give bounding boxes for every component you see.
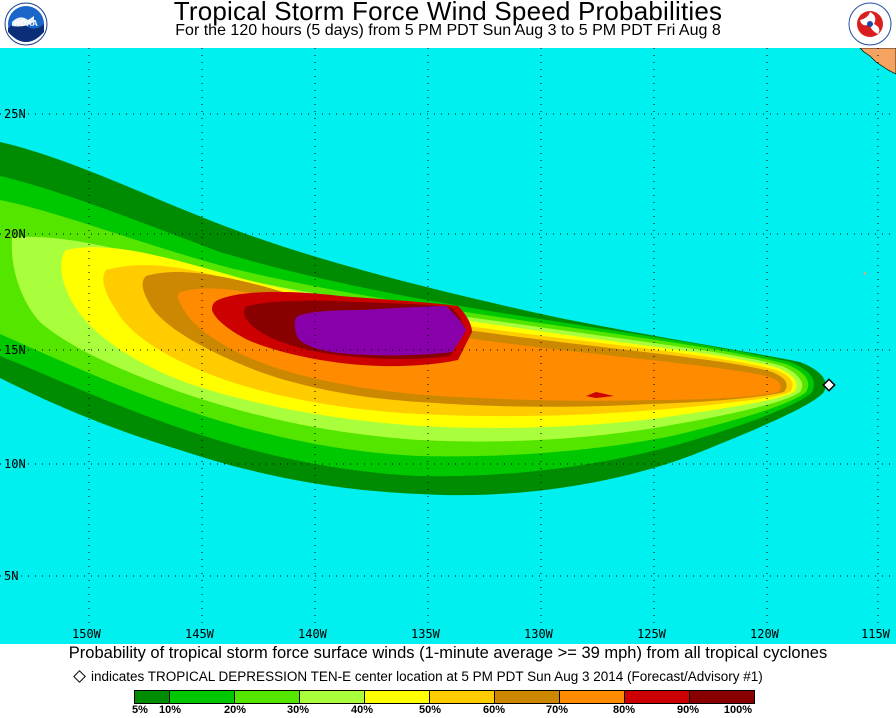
storm-center-icon — [73, 670, 86, 684]
latitude-label: 5N — [4, 569, 18, 583]
lat-lon-grid — [0, 48, 896, 630]
legend-swatch — [134, 690, 170, 704]
probability-legend-bar — [134, 690, 755, 704]
legend-label: 80% — [612, 704, 636, 716]
longitude-label: 135W — [411, 627, 441, 641]
legend-swatch — [430, 690, 495, 704]
legend-label: 40% — [350, 704, 374, 716]
legend-swatch — [690, 690, 755, 704]
band-80pct-spot — [586, 392, 614, 398]
legend-label: 10% — [158, 704, 182, 716]
latitude-label: 25N — [4, 107, 26, 121]
legend-swatch — [495, 690, 560, 704]
longitude-label: 125W — [637, 627, 667, 641]
legend-label: 30% — [286, 704, 310, 716]
longitude-label: 140W — [298, 627, 328, 641]
svg-text:NOAA: NOAA — [14, 19, 38, 28]
noaa-logo: NOAA — [4, 2, 48, 46]
storm-center-marker — [822, 378, 836, 392]
map-caption: Probability of tropical storm force surf… — [68, 644, 828, 662]
longitude-label: 150W — [72, 627, 102, 641]
legend-swatch — [300, 690, 365, 704]
legend-label: 100% — [723, 704, 753, 716]
page-subtitle: For the 120 hours (5 days) from 5 PM PDT… — [175, 22, 721, 39]
land-islet — [863, 272, 866, 275]
longitude-labels: 150W 145W 140W 135W 130W 125W 120W 115W — [72, 627, 891, 641]
page-title: Tropical Storm Force Wind Speed Probabil… — [173, 0, 723, 26]
header: NOAA Tropical Storm Force Wind Speed Pro… — [0, 0, 896, 48]
footer: Probability of tropical storm force surf… — [0, 644, 896, 716]
longitude-label: 130W — [524, 627, 554, 641]
longitude-label: 120W — [750, 627, 780, 641]
probability-legend-labels: 5% 10% 20% 30% 40% 50% 60% 70% 80% 90% 100% — [0, 704, 896, 718]
land-baja — [859, 48, 896, 75]
latitude-labels: 25N 20N 15N 10N 5N — [4, 107, 26, 583]
legend-label: 70% — [545, 704, 569, 716]
legend-label: 90% — [676, 704, 700, 716]
legend-label: 5% — [132, 704, 148, 716]
latitude-label: 15N — [4, 343, 26, 357]
legend-label: 50% — [418, 704, 442, 716]
legend-swatch — [235, 690, 300, 704]
legend-swatch — [170, 690, 235, 704]
longitude-label: 145W — [185, 627, 215, 641]
latitude-label: 20N — [4, 227, 26, 241]
legend-swatch — [365, 690, 430, 704]
legend-swatch — [560, 690, 625, 704]
legend-label: 20% — [223, 704, 247, 716]
latitude-label: 10N — [4, 457, 26, 471]
band-100pct — [294, 306, 466, 356]
legend-label: 60% — [482, 704, 506, 716]
longitude-label: 115W — [861, 627, 891, 641]
nws-logo — [848, 2, 892, 46]
legend-swatch — [625, 690, 690, 704]
storm-center-note-text: indicates TROPICAL DEPRESSION TEN-E cent… — [91, 669, 763, 684]
storm-center-note: indicates TROPICAL DEPRESSION TEN-E cent… — [72, 669, 763, 684]
